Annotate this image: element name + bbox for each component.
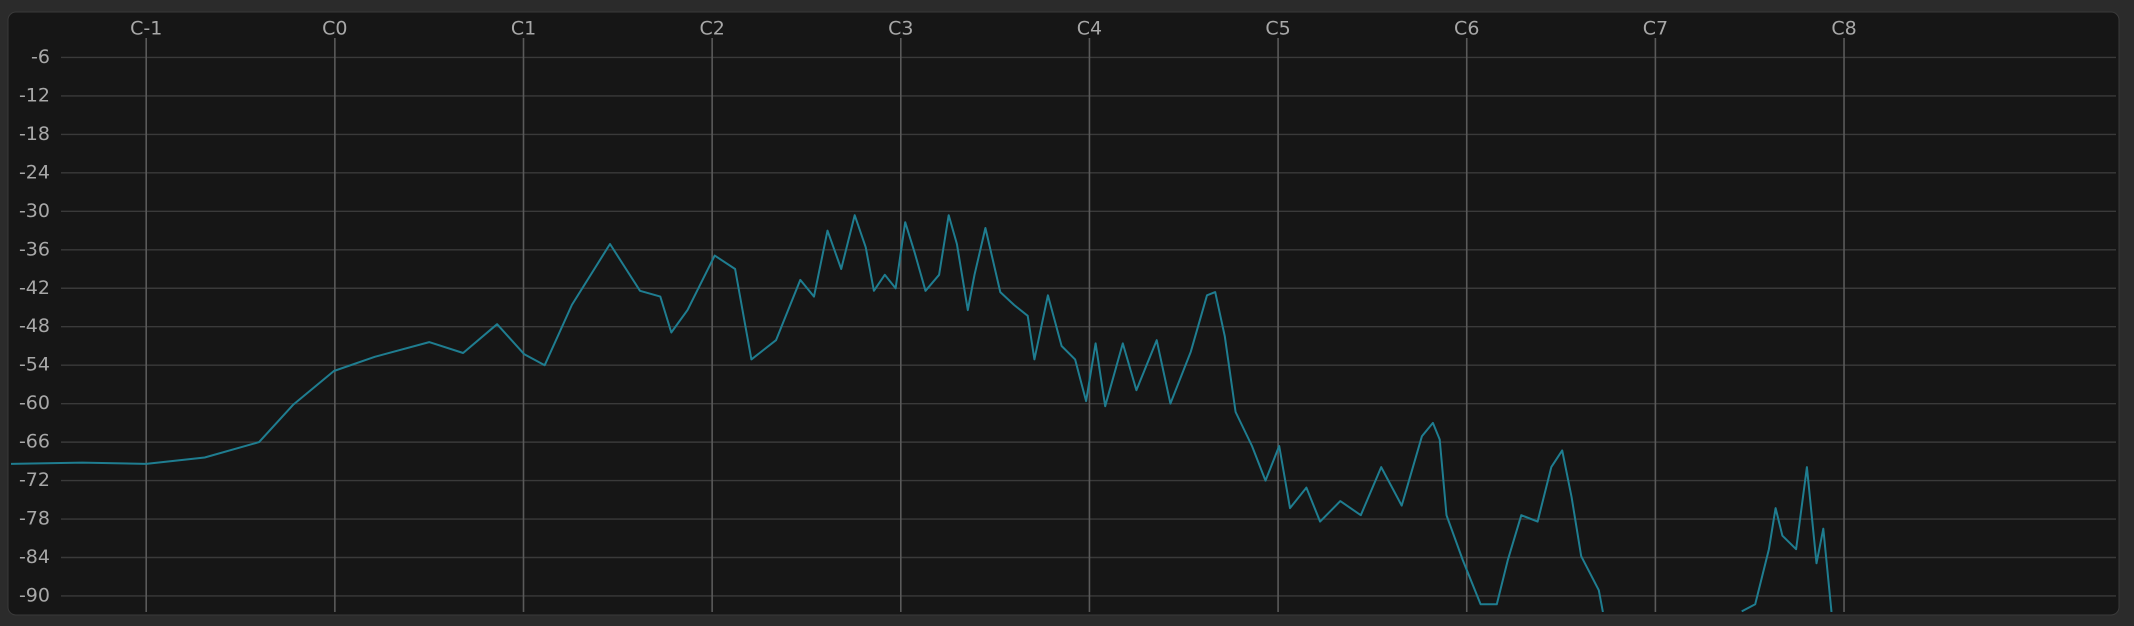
spectrum-line [11, 214, 1833, 612]
y-tick-label: -66 [19, 431, 50, 453]
y-tick-label: -18 [19, 123, 50, 145]
x-tick-label: C0 [322, 18, 347, 40]
y-tick-label: -12 [19, 84, 50, 106]
x-tick-label: C2 [699, 18, 724, 40]
y-tick-label: -60 [19, 392, 50, 414]
plot-background [7, 11, 2120, 616]
y-tick-label: -6 [31, 46, 50, 68]
x-tick-label: C7 [1643, 18, 1668, 40]
y-tick-label: -36 [19, 238, 50, 260]
y-tick-label: -54 [19, 354, 50, 376]
y-tick-label: -42 [19, 277, 50, 299]
y-tick-label: -84 [19, 546, 50, 568]
y-tick-label: -78 [19, 508, 50, 530]
y-tick-label: -48 [19, 315, 50, 337]
y-tick-label: -90 [19, 584, 50, 606]
y-tick-label: -24 [19, 161, 50, 183]
x-tick-label: C6 [1454, 18, 1479, 40]
x-tick-label: C1 [511, 18, 536, 40]
x-tick-label: C8 [1831, 18, 1856, 40]
x-tick-label: C-1 [130, 18, 162, 40]
x-tick-label: C4 [1077, 18, 1102, 40]
x-tick-label: C3 [888, 18, 913, 40]
y-tick-label: -30 [19, 200, 50, 222]
y-tick-label: -72 [19, 469, 50, 491]
x-tick-label: C5 [1265, 18, 1290, 40]
